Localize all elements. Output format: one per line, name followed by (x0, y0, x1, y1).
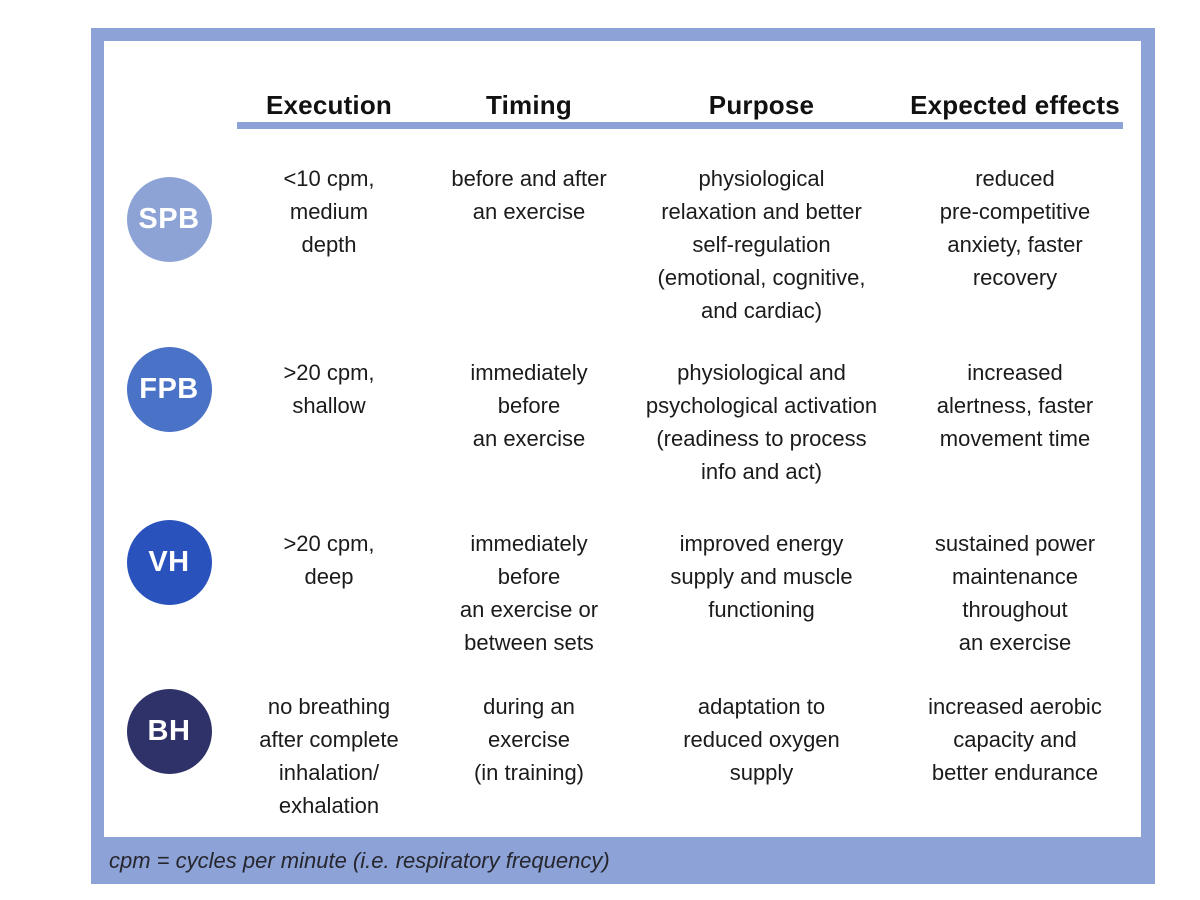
table-header-row: Execution Timing Purpose Expected effect… (104, 41, 1141, 122)
column-header-execution: Execution (265, 90, 393, 120)
vh-badge: VH (126, 520, 212, 605)
vh-expected-effects: sustained power maintenance throughout a… (934, 531, 1096, 655)
spb-badge: SPB (126, 177, 212, 262)
vh-purpose: improved energy supply and muscle functi… (670, 531, 853, 622)
fpb-expected-effects: increased alertness, faster movement tim… (936, 360, 1094, 451)
spb-execution: <10 cpm, medium depth (283, 166, 375, 257)
fpb-timing: immediately before an exercise (470, 360, 588, 451)
bh-execution: no breathing after complete inhalation/ … (259, 694, 399, 818)
table-card: Execution Timing Purpose Expected effect… (104, 41, 1141, 837)
table-row-fpb: FPB >20 cpm, shallow immediately before … (104, 347, 1141, 488)
footnote-band: cpm = cycles per minute (i.e. respirator… (91, 837, 1155, 884)
footnote: cpm = cycles per minute (i.e. respirator… (109, 847, 610, 873)
column-header-timing: Timing (486, 90, 572, 120)
table-row-vh: VH >20 cpm, deep immediately before an e… (104, 520, 1141, 659)
fpb-badge-cell: FPB (104, 347, 234, 488)
bh-expected-effects: increased aerobic capacity and better en… (928, 694, 1102, 785)
vh-timing: immediately before an exercise or betwee… (459, 531, 599, 655)
table-frame: Execution Timing Purpose Expected effect… (91, 28, 1155, 884)
column-header-expected-effects: Expected effects (910, 90, 1120, 120)
fpb-purpose: physiological and psychological activati… (645, 360, 878, 484)
bh-badge-cell: BH (104, 689, 234, 822)
table-row-spb: SPB <10 cpm, medium depth before and aft… (104, 162, 1141, 327)
spb-timing: before and after an exercise (451, 166, 607, 224)
bh-purpose: adaptation to reduced oxygen supply (683, 694, 840, 785)
spb-purpose: physiological relaxation and better self… (657, 166, 866, 323)
fpb-execution: >20 cpm, shallow (283, 360, 375, 418)
bh-badge: BH (126, 689, 212, 774)
bh-timing: during an exercise (in training) (473, 694, 585, 785)
vh-badge-cell: VH (104, 520, 234, 659)
column-header-purpose: Purpose (708, 90, 815, 120)
spb-badge-cell: SPB (104, 162, 234, 327)
header-underline (237, 122, 1123, 129)
fpb-badge: FPB (126, 347, 212, 432)
spb-expected-effects: reduced pre-competitive anxiety, faster … (939, 166, 1091, 290)
table-row-bh: BH no breathing after complete inhalatio… (104, 689, 1141, 822)
vh-execution: >20 cpm, deep (283, 531, 375, 589)
